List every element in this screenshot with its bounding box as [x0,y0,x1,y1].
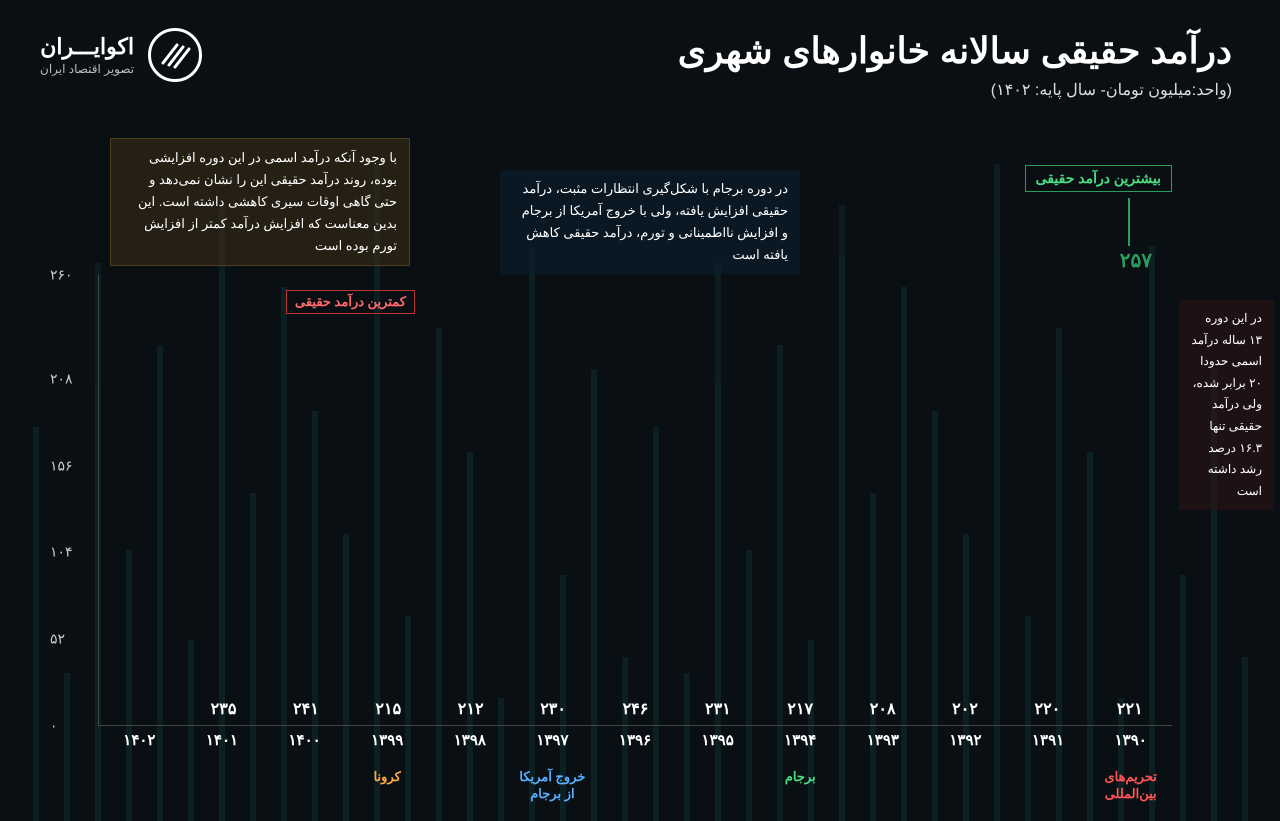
bar-value-label: ۲۴۶ [623,699,649,719]
y-tick: ۲۶۰ [50,267,90,284]
x-tick: ۱۳۹۹ [346,731,429,761]
y-axis: ۲۶۰۲۰۸۱۵۶۱۰۴۵۲۰ [50,275,90,726]
x-tick: ۱۴۰۲ [98,731,181,761]
plot-area: ۲۲۱ ۲۲۰ ۲۰۲ ۲۰۸ ۲۱۷ ۲۳۱ ۲۴۶ ۲۳۰ ۲۱۲ ۲۱۵ ۲۴۱ ۲۳۵ [98,275,1172,726]
bar: ۲۰۲ [931,699,999,725]
brand-header: اکوایـــران تصویر اقتصاد ایران [40,28,202,82]
bar: ۲۳۱ [684,699,752,725]
chart-subtitle: (واحد:میلیون تومان- سال پایه: ۱۴۰۲) [678,80,1232,100]
bar-value-label: ۲۴۱ [293,699,319,719]
bar: ۲۱۲ [436,699,504,725]
bar: ۲۲۰ [1013,699,1081,725]
x-tick: ۱۳۹۴ [759,731,842,761]
x-tick: ۱۳۹۸ [429,731,512,761]
y-tick: ۱۰۴ [50,544,90,561]
bar: ۲۱۵ [354,699,422,725]
bar: ۲۴۱ [272,699,340,725]
brand-tagline: تصویر اقتصاد ایران [40,62,134,76]
x-axis: ۱۳۹۰۱۳۹۱۱۳۹۲۱۳۹۳۱۳۹۴۱۳۹۵۱۳۹۶۱۳۹۷۱۳۹۸۱۳۹۹… [98,731,1172,761]
x-tick: ۱۳۹۱ [1007,731,1090,761]
bar: ۲۱۷ [766,699,834,725]
brand-name: اکوایـــران [40,34,134,60]
x-tick: ۱۳۹۵ [676,731,759,761]
event-label: تحریم‌های بین‌المللی [1089,765,1172,801]
bar-value-label: ۲۰۲ [952,699,978,719]
bar: ۲۳۵ [189,699,257,725]
x-tick: ۱۳۹۳ [842,731,925,761]
bar-value-label: ۲۰۸ [870,699,896,719]
title-block: درآمد حقیقی سالانه خانوارهای شهری (واحد:… [678,30,1232,100]
bar-value-label: ۲۳۰ [540,699,566,719]
x-tick: ۱۳۹۷ [511,731,594,761]
x-tick: ۱۳۹۲ [924,731,1007,761]
x-tick: ۱۳۹۶ [594,731,677,761]
bar: ۲۳۰ [519,699,587,725]
callout-connector [1128,198,1130,246]
annotation-left: با وجود آنکه درآمد اسمی در این دوره افزا… [110,138,410,266]
bar-value-label: ۲۱۵ [375,699,401,719]
y-tick: ۵۲ [50,631,90,648]
bar-value-label: ۲۳۵ [211,699,237,719]
brand-logo-icon [148,28,202,82]
bar-value-label: ۲۱۷ [787,699,813,719]
bar: ۲۴۶ [601,699,669,725]
bar: ۲۰۸ [848,699,916,725]
y-tick: ۲۰۸ [50,370,90,387]
y-tick: ۰ [50,717,90,734]
callout-max-value: ۲۵۷ [1120,248,1152,273]
bar-value-label: ۲۲۱ [1117,699,1143,719]
x-tick: ۱۴۰۰ [263,731,346,761]
bar-value-label: ۲۲۰ [1035,699,1061,719]
bar: ۲۲۱ [1096,699,1164,725]
chart-title: درآمد حقیقی سالانه خانوارهای شهری [678,30,1232,72]
x-tick: ۱۴۰۱ [181,731,264,761]
event-label: خروج آمریکا از برجام [511,765,594,801]
event-label: کرونا [346,765,429,801]
annotation-middle: در دوره برجام با شکل‌گیری انتظارات مثبت،… [500,170,800,274]
bar-value-label: ۲۱۲ [458,699,484,719]
bar-value-label: ۲۳۱ [705,699,731,719]
x-tick: ۱۳۹۰ [1089,731,1172,761]
bar-chart: ۲۶۰۲۰۸۱۵۶۱۰۴۵۲۰ ۲۲۱۲۲۰۲۰۲۲۰۸۲۱۷۲۳۱۲۴۶۲۳۰… [50,275,1172,726]
annotation-right: در این دوره ۱۳ ساله درآمد اسمی حدودا ۲۰ … [1179,300,1274,510]
event-label: برجام [759,765,842,801]
event-labels: تحریم‌های بین‌المللی برجام خروج آمریکا از … [98,765,1172,801]
y-tick: ۱۵۶ [50,457,90,474]
callout-max-label: بیشترین درآمد حقیقی [1025,165,1172,192]
